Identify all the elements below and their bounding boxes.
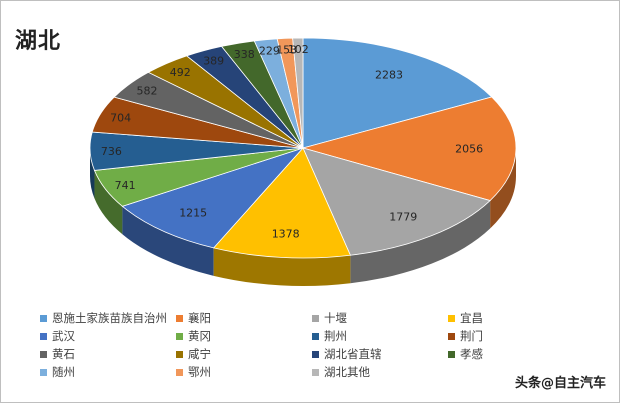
- legend-label: 随州: [52, 365, 75, 379]
- legend-swatch: [448, 350, 455, 358]
- legend-label: 孝感: [460, 347, 483, 361]
- legend-label: 十堰: [324, 311, 347, 325]
- legend-swatch: [448, 314, 455, 322]
- data-label-10: 389: [203, 54, 224, 67]
- pie-slice-1[interactable]: [301, 96, 517, 202]
- legend-swatch: [312, 350, 319, 358]
- legend-item: 黄冈: [176, 328, 211, 344]
- pie-side-walls: [90, 148, 516, 286]
- legend-swatch: [176, 350, 183, 358]
- legend-item: 十堰: [312, 310, 347, 326]
- legend-label: 宜昌: [460, 311, 483, 325]
- legend-item: 咸宁: [176, 346, 211, 362]
- pie-side-3: [213, 247, 351, 286]
- data-label-0: 2283: [375, 69, 403, 82]
- legend-label: 黄石: [52, 347, 75, 361]
- pie-slice-3[interactable]: [212, 147, 351, 259]
- legend-label: 襄阳: [188, 311, 211, 325]
- legend-item: 湖北其他: [312, 364, 370, 380]
- data-label-7: 704: [110, 112, 131, 125]
- data-label-14: 102: [288, 43, 309, 56]
- legend-label: 恩施土家族苗族自治州: [52, 311, 167, 325]
- legend-label: 鄂州: [188, 365, 211, 379]
- legend-label: 咸宁: [188, 347, 211, 361]
- legend-swatch: [40, 350, 47, 358]
- legend-label: 荆门: [460, 329, 483, 343]
- legend-item: 随州: [40, 364, 75, 380]
- data-label-8: 582: [137, 85, 158, 98]
- legend-swatch: [176, 332, 183, 340]
- watermark-text: 头条@自主汽车: [514, 376, 606, 391]
- legend-item: 武汉: [40, 328, 75, 344]
- legend-label: 湖北其他: [324, 365, 370, 379]
- legend-swatch: [448, 332, 455, 340]
- legend-label: 湖北省直辖: [324, 347, 382, 361]
- legend-swatch: [312, 332, 319, 340]
- legend-item: 湖北省直辖: [312, 346, 382, 362]
- pie-slice-0[interactable]: [302, 37, 493, 149]
- legend-item: 襄阳: [176, 310, 211, 326]
- legend-label: 武汉: [52, 329, 75, 343]
- data-label-13: 153: [276, 43, 297, 56]
- legend-label: 荆州: [324, 329, 347, 343]
- data-label-6: 736: [101, 145, 122, 158]
- pie-slice-4[interactable]: [121, 147, 305, 249]
- pie-side-5: [94, 170, 123, 235]
- pie-side-4: [122, 206, 214, 276]
- legend-swatch: [40, 332, 47, 340]
- pie-slice-14[interactable]: [292, 37, 304, 149]
- data-label-3: 1378: [272, 227, 300, 240]
- pie-side-2: [350, 200, 491, 284]
- pie-top: [89, 37, 517, 259]
- legend-swatch: [176, 314, 183, 322]
- legend-item: 鄂州: [176, 364, 211, 380]
- legend-swatch: [312, 314, 319, 322]
- data-label-12: 229: [259, 45, 280, 58]
- data-label-2: 1779: [389, 210, 417, 223]
- legend-item: 宜昌: [448, 310, 483, 326]
- legend: 恩施土家族苗族自治州 襄阳 十堰 宜昌武汉 黄冈 荆州 荆门黄石 咸宁 湖北省直辖 孝感随州 鄂州 湖…: [40, 310, 500, 400]
- legend-label: 黄冈: [188, 329, 211, 343]
- legend-swatch: [40, 368, 47, 376]
- data-labels: 2283 2056 1779 1378 1215 741 736 704 582 492 389 33…: [101, 43, 483, 240]
- pie-slice-2[interactable]: [302, 147, 491, 256]
- legend-swatch: [312, 368, 319, 376]
- legend-swatch: [40, 314, 47, 322]
- chart-title: 湖北: [15, 29, 62, 54]
- legend-item: 黄石: [40, 346, 75, 362]
- data-label-9: 492: [170, 66, 191, 79]
- legend-item: 恩施土家族苗族自治州: [40, 310, 167, 326]
- data-label-5: 741: [115, 179, 136, 192]
- data-label-1: 2056: [455, 143, 483, 156]
- legend-item: 孝感: [448, 346, 483, 362]
- legend-swatch: [176, 368, 183, 376]
- legend-item: 荆门: [448, 328, 483, 344]
- data-label-4: 1215: [179, 206, 207, 219]
- pie-side-1: [490, 148, 516, 229]
- data-label-11: 338: [234, 48, 255, 61]
- legend-item: 荆州: [312, 328, 347, 344]
